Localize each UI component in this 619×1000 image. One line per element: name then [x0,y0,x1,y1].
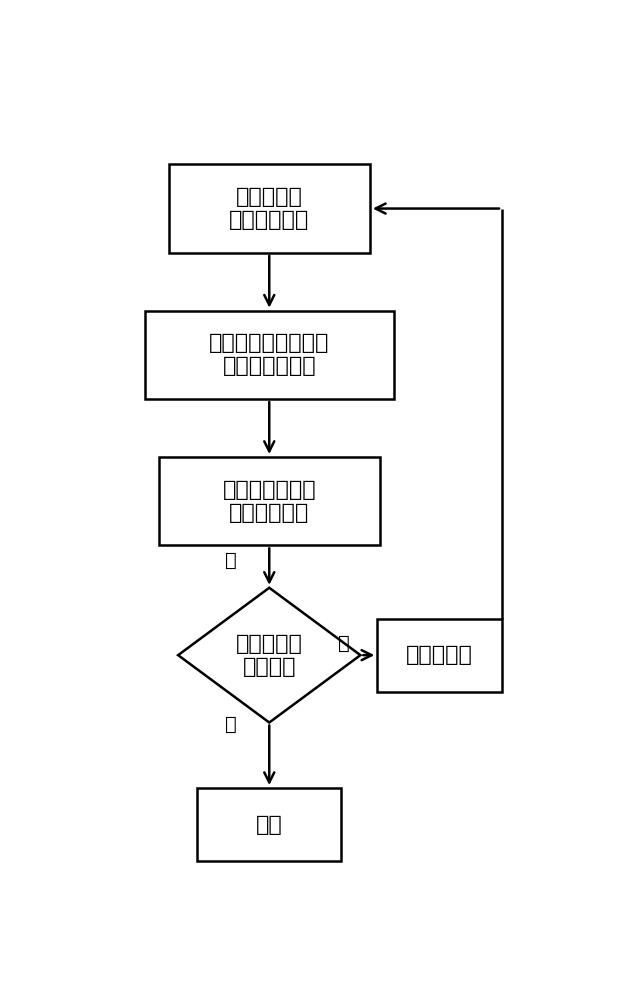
FancyBboxPatch shape [197,788,341,861]
Text: 否: 否 [338,634,350,653]
Text: 结束: 结束 [256,815,283,835]
Text: 挥发性有机污染土壤
达到土壤拖尾期: 挥发性有机污染土壤 达到土壤拖尾期 [209,333,329,376]
Text: 检测挥发性有机
污染物的浓度: 检测挥发性有机 污染物的浓度 [222,480,316,523]
FancyBboxPatch shape [168,164,370,253]
Text: 是: 是 [225,715,236,734]
Text: 污染物浓度
是否达标: 污染物浓度 是否达标 [236,634,303,677]
Text: 是: 是 [225,551,236,570]
Polygon shape [178,588,360,723]
FancyBboxPatch shape [377,619,502,692]
Text: 扰动挥发性
有机污染土壤: 扰动挥发性 有机污染土壤 [229,187,310,230]
FancyBboxPatch shape [144,311,394,399]
Text: 加入生石灰: 加入生石灰 [406,645,473,665]
FancyBboxPatch shape [159,457,379,545]
